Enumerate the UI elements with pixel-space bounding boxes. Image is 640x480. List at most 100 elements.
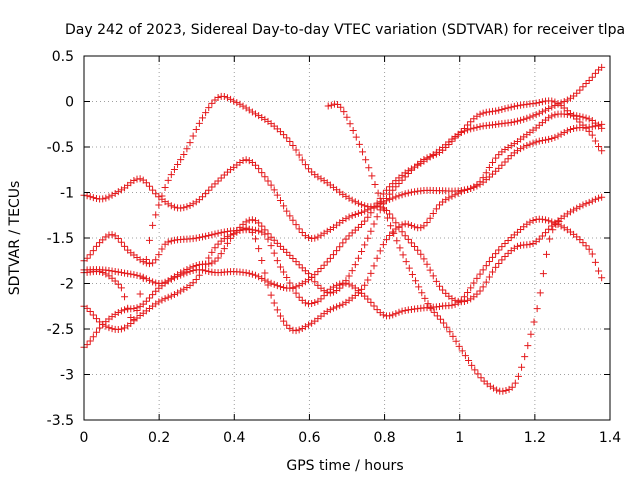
data-point [588,123,596,131]
data-point [149,259,157,267]
data-point [342,277,350,285]
data-point [379,311,387,319]
data-point [358,220,366,228]
data-point [415,283,423,291]
data-point [111,277,119,285]
data-point [427,304,435,312]
data-point [276,128,284,136]
data-point [373,213,381,221]
data-point [89,333,97,341]
data-point [551,98,559,106]
data-point [326,254,334,262]
data-point [177,287,185,295]
data-point [489,170,497,178]
data-point [460,124,468,132]
data-point [595,194,603,202]
data-point [149,186,157,194]
data-point [423,154,431,162]
data-point [270,186,278,194]
data-point [261,226,269,234]
data-point [563,127,571,135]
x-axis-label: GPS time / hours [286,458,403,474]
data-point [520,143,528,151]
data-point [298,229,306,237]
x-tick-label: 0.6 [298,430,320,446]
data-point [482,278,490,286]
data-point [295,261,303,269]
data-point [432,150,440,158]
data-point [554,132,562,140]
data-point [108,267,116,275]
data-point [545,217,553,225]
data-point [242,218,250,226]
data-point [130,177,138,185]
data-point [454,131,462,139]
data-point [457,128,465,136]
data-point [433,312,441,320]
data-point [386,183,394,191]
data-point [588,73,596,81]
data-point [468,361,476,369]
data-point [392,193,400,201]
data-point [591,69,599,77]
data-point [440,319,448,327]
data-point [473,290,481,298]
data-point [295,293,303,301]
data-point [538,232,546,240]
x-tick-label: 0.2 [148,430,170,446]
data-point [336,284,344,292]
data-point [535,98,543,106]
data-point [389,186,397,194]
data-point [398,307,406,315]
data-point [365,164,373,172]
data-point [474,370,482,378]
data-point [261,173,269,181]
data-point [252,110,260,118]
data-point [538,137,546,145]
data-point [585,76,593,84]
data-point [399,251,407,259]
data-point [395,223,403,231]
data-point [501,240,509,248]
data-point [333,247,341,255]
data-point [192,126,200,134]
data-point [458,347,466,355]
data-point [432,205,440,213]
data-point [354,199,362,207]
data-point [258,256,266,264]
data-point [407,166,415,174]
data-point [183,265,191,273]
data-point [276,283,284,291]
data-point [526,240,534,248]
data-point [252,235,260,243]
data-point [139,300,147,308]
series-satellite-5 [80,110,606,335]
data-point [526,113,534,121]
data-point [205,104,213,112]
data-point [326,306,334,314]
data-point [401,306,409,314]
data-point [345,194,353,202]
data-point [261,276,269,284]
data-point [579,113,587,121]
data-point [205,186,213,194]
data-point [598,124,606,132]
data-point [557,130,565,138]
data-point [542,229,550,237]
data-point [446,328,454,336]
data-point [507,118,515,126]
data-point [492,263,500,271]
data-point [498,243,506,251]
data-point [411,223,419,231]
data-point [591,258,599,266]
data-point [280,317,288,325]
data-point [392,219,400,227]
data-point [576,236,584,244]
data-point [348,212,356,220]
data-point [498,161,506,169]
data-point [549,226,557,234]
data-point [174,289,182,297]
data-point [532,111,540,119]
data-point [504,104,512,112]
data-point [570,124,578,132]
